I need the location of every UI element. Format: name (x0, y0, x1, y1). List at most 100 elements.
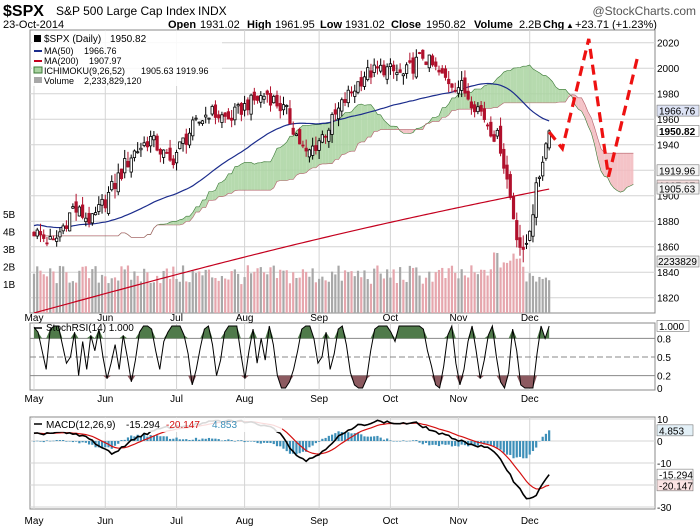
macd-histogram-bar (84, 441, 87, 443)
volume-bar (194, 273, 198, 313)
candle-body (32, 231, 36, 237)
volume-bar (515, 258, 518, 313)
volume-tick-label: 2B (3, 263, 16, 274)
volume-bar (110, 278, 113, 313)
ichimoku-cloud-segment (173, 221, 177, 225)
ichimoku-cloud-segment (315, 124, 320, 168)
stoch-value-box (656, 320, 690, 332)
candle-body (110, 181, 114, 191)
candle-body (482, 108, 486, 120)
macd-histogram-bar (379, 437, 382, 441)
ichimoku-cloud-segment (458, 94, 462, 110)
macd-histogram-bar (110, 441, 113, 449)
ma200-line (33, 188, 550, 313)
volume-bar (52, 271, 55, 313)
spx-legend-swatch (34, 35, 41, 42)
candle-body (126, 160, 130, 168)
volume-bar (483, 269, 486, 313)
macd-histogram-bar (509, 441, 512, 455)
candle-body (116, 172, 120, 193)
ichimoku-cloud-segment (358, 104, 362, 144)
candle-body (479, 105, 483, 112)
macd-histogram-bar (444, 441, 447, 445)
candle-body (427, 54, 431, 69)
volume-bar (321, 276, 324, 313)
candle-body (450, 83, 454, 88)
volume-bar (337, 265, 340, 313)
high-label: High (247, 19, 272, 31)
volume-tick-label: 4B (3, 228, 16, 239)
macd-histogram-bar (227, 439, 230, 441)
volume-bar (392, 269, 395, 313)
price-value-label: 1950.82 (659, 127, 696, 138)
volume-bar (126, 265, 130, 313)
candle-body (38, 231, 43, 236)
candle-body (395, 72, 399, 75)
macd-histogram-bar (201, 438, 204, 441)
candle-body (333, 109, 337, 115)
volume-bar (428, 271, 431, 313)
volume-bar (246, 265, 249, 313)
candle-body (275, 94, 279, 107)
ichimoku-cloud-segment (244, 162, 248, 191)
volume-bar (347, 272, 350, 313)
volume-legend-name: Volume (44, 76, 74, 86)
ichimoku-cloud-segment (212, 190, 216, 201)
month-label: Oct (383, 313, 399, 324)
macd-histogram-bar (62, 440, 65, 441)
ichimoku-cloud-segment (477, 89, 482, 109)
ichimoku-cloud-segment (578, 97, 582, 112)
macd-histogram-bar (541, 436, 544, 441)
ichimoku-legend-name: ICHIMOKU(9,26,52) (44, 66, 125, 76)
candle-body (200, 120, 205, 125)
macd-histogram-bar (188, 439, 191, 441)
candle-body (495, 129, 499, 137)
volume-bar (91, 269, 94, 313)
candle-body (242, 103, 247, 111)
macd-histogram-bar (502, 441, 505, 453)
volume-bar (366, 279, 369, 313)
volume-bar (262, 272, 266, 313)
volume-tick-label: 1B (3, 280, 16, 291)
stoch-overbought-fill (34, 326, 550, 339)
volume-bar (149, 282, 152, 313)
candle-body (476, 106, 480, 113)
ichimoku-cloud-segment (225, 173, 229, 196)
ichimoku-cloud-segment (536, 70, 540, 103)
macd-histogram-bar (68, 441, 71, 442)
ichimoku-cloud-segment (306, 125, 310, 173)
macd-line (33, 419, 550, 500)
volume-bar (75, 282, 78, 313)
volume-bar (298, 277, 301, 313)
candle-body (161, 149, 166, 158)
volume-bar (269, 267, 272, 313)
candle-body (466, 90, 470, 100)
volume-bar (327, 281, 330, 313)
volume-bar (418, 275, 421, 313)
chg-arrow-icon: ▲ (566, 21, 574, 30)
volume-bar (162, 270, 165, 313)
volume-bar (39, 270, 42, 313)
volume-value-box (656, 255, 700, 268)
month-label: Nov (450, 516, 468, 527)
volume-bar (457, 278, 460, 313)
ichimoku-cloud-segment (293, 131, 297, 180)
candle-body (268, 92, 273, 106)
candle-body (349, 91, 354, 94)
candle-body (35, 229, 39, 237)
macd-histogram-bar (343, 432, 347, 441)
month-label: May (25, 516, 44, 527)
ichimoku-cloud-segment (283, 142, 287, 181)
macd-histogram-bar (470, 441, 473, 446)
ichimoku-cloud-segment (432, 117, 436, 122)
volume-bar (84, 266, 87, 313)
open-value: 1931.02 (200, 19, 240, 31)
candle-body (544, 143, 548, 159)
candle-body (537, 176, 542, 179)
volume-bar (460, 269, 463, 313)
macd-histogram-bar (253, 441, 256, 442)
volume-bar (476, 274, 479, 313)
candle-body (84, 217, 88, 223)
candle-body (547, 130, 551, 149)
macd-histogram-bar (460, 441, 463, 445)
